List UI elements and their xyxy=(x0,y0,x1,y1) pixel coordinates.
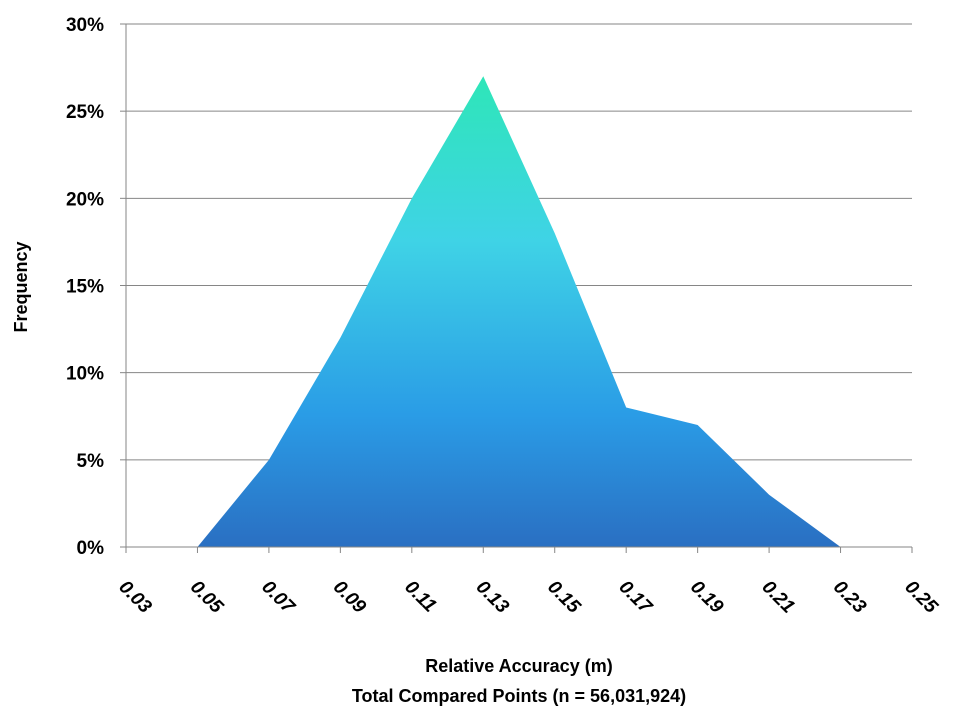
y-axis-title: Frequency xyxy=(11,241,31,332)
y-tick-label: 25% xyxy=(66,102,104,123)
x-tick-label: 0.25 xyxy=(900,577,941,618)
y-tick-label: 0% xyxy=(77,538,105,559)
x-tick-label: 0.19 xyxy=(686,577,727,618)
x-tick-label: 0.15 xyxy=(543,577,584,618)
area-fill xyxy=(197,76,841,548)
area-series xyxy=(197,76,841,548)
x-tick-labels: 0.03 0.05 0.07 0.09 0.11 0.13 0.15 0.17 0.19 0.21… xyxy=(114,577,941,619)
y-tick-label: 30% xyxy=(66,15,104,36)
x-tick-label: 0.11 xyxy=(400,577,440,617)
x-tick-label: 0.07 xyxy=(257,577,299,619)
x-tick-label: 0.23 xyxy=(829,577,870,618)
x-tick-label: 0.09 xyxy=(329,577,370,618)
y-tick-labels: 0% 5% 10% 15% 20% 25% 30% xyxy=(66,15,104,559)
y-tick-label: 15% xyxy=(66,277,104,298)
x-axis-title: Relative Accuracy (m) xyxy=(425,656,612,676)
x-tick-label: 0.17 xyxy=(615,577,657,619)
x-tick-label: 0.21 xyxy=(758,577,799,618)
x-axis-subtitle: Total Compared Points (n = 56,031,924) xyxy=(352,686,686,706)
x-tick-label: 0.05 xyxy=(186,577,227,618)
x-tick-label: 0.03 xyxy=(114,577,155,618)
y-tick-label: 5% xyxy=(77,451,105,472)
y-tick-label: 20% xyxy=(66,189,104,210)
y-tick-label: 10% xyxy=(66,364,104,385)
axes xyxy=(120,23,913,553)
x-tick-label: 0.13 xyxy=(472,577,513,618)
